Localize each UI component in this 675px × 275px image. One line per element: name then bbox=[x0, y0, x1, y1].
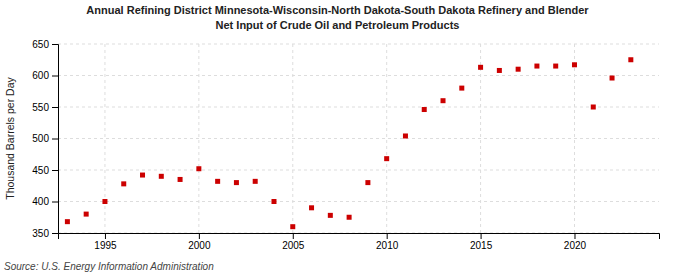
grid-line-x bbox=[104, 44, 105, 233]
point bbox=[271, 199, 276, 204]
point bbox=[253, 179, 258, 184]
x-tick: 2000 bbox=[188, 233, 211, 251]
x-tick-label: 2010 bbox=[376, 240, 399, 251]
x-tick-mark bbox=[574, 233, 575, 239]
x-tick: 2015 bbox=[470, 233, 493, 251]
y-axis-line bbox=[52, 45, 59, 234]
grid-line-y bbox=[58, 44, 659, 45]
y-tick-mark bbox=[52, 233, 58, 234]
y-tick-mark bbox=[52, 139, 58, 140]
x-tick-mark bbox=[105, 233, 106, 239]
y-tick: 400 bbox=[32, 196, 58, 207]
point bbox=[347, 215, 352, 220]
point bbox=[328, 213, 333, 218]
y-tick: 650 bbox=[32, 39, 58, 50]
point bbox=[384, 156, 389, 161]
chart: Annual Refining District Minnesota-Wisco… bbox=[0, 0, 675, 275]
x-tick-label: 2005 bbox=[282, 240, 305, 251]
point bbox=[478, 65, 483, 70]
point bbox=[534, 64, 539, 69]
grid-line-x bbox=[480, 44, 481, 233]
grid-line-y bbox=[58, 107, 659, 108]
x-tick-label: 2020 bbox=[564, 240, 587, 251]
x-tick-label: 2015 bbox=[470, 240, 493, 251]
x-tick-mark bbox=[481, 233, 482, 239]
point bbox=[441, 98, 446, 103]
x-tick: 2010 bbox=[376, 233, 399, 251]
point bbox=[628, 57, 633, 62]
point bbox=[516, 67, 521, 72]
y-tick: 350 bbox=[32, 228, 58, 239]
y-tick-mark bbox=[52, 76, 58, 77]
point bbox=[553, 64, 558, 69]
grid-line-y bbox=[58, 138, 659, 139]
y-tick-mark bbox=[52, 170, 58, 171]
point bbox=[422, 107, 427, 112]
x-tick-label: 1995 bbox=[94, 240, 117, 251]
point bbox=[65, 219, 70, 224]
point bbox=[159, 174, 164, 179]
points bbox=[65, 57, 633, 229]
point bbox=[121, 181, 126, 186]
x-tick: 1995 bbox=[94, 233, 117, 251]
grid-line-y bbox=[58, 75, 659, 76]
point bbox=[610, 76, 615, 81]
y-axis: 350 400 450 500 550 600 650 bbox=[32, 39, 58, 239]
subtitle: Net Input of Crude Oil and Petroleum Pro… bbox=[216, 19, 460, 31]
x-axis: 1995 2000 2005 2010 2015 2020 bbox=[59, 233, 660, 251]
grid bbox=[58, 44, 659, 233]
grid-line-x bbox=[386, 44, 387, 233]
point bbox=[309, 205, 314, 210]
point bbox=[234, 180, 239, 185]
x-axis-line bbox=[59, 234, 660, 240]
grid-line-x bbox=[198, 44, 199, 233]
point bbox=[102, 199, 107, 204]
y-tick-label: 600 bbox=[32, 70, 49, 81]
grid-line-y bbox=[58, 201, 659, 202]
x-tick-label: 2000 bbox=[188, 240, 211, 251]
point bbox=[459, 86, 464, 91]
y-tick: 600 bbox=[32, 70, 58, 81]
y-tick-label: 500 bbox=[32, 133, 49, 144]
grid-line-y bbox=[58, 170, 659, 171]
point bbox=[140, 173, 145, 178]
x-tick-mark bbox=[293, 233, 294, 239]
x-tick: 2005 bbox=[282, 233, 305, 251]
x-tick-mark bbox=[387, 233, 388, 239]
y-tick-label: 550 bbox=[32, 102, 49, 113]
point bbox=[591, 105, 596, 110]
title: Annual Refining District Minnesota-Wisco… bbox=[86, 4, 589, 16]
y-axis-title: Thousand Barrels per Day bbox=[4, 76, 16, 199]
grid-line-x bbox=[292, 44, 293, 233]
point bbox=[497, 68, 502, 73]
source: Source: U.S. Energy Information Administ… bbox=[4, 261, 214, 272]
x-tick: 2020 bbox=[564, 233, 587, 251]
y-tick: 450 bbox=[32, 165, 58, 176]
y-tick-label: 350 bbox=[32, 228, 49, 239]
y-tick-label: 400 bbox=[32, 196, 49, 207]
point bbox=[215, 179, 220, 184]
x-tick-mark bbox=[199, 233, 200, 239]
y-tick-mark bbox=[52, 44, 58, 45]
point bbox=[196, 166, 201, 171]
y-tick-label: 650 bbox=[32, 39, 49, 50]
point bbox=[572, 62, 577, 67]
point bbox=[178, 177, 183, 182]
point bbox=[365, 180, 370, 185]
point bbox=[403, 133, 408, 138]
y-tick-mark bbox=[52, 107, 58, 108]
y-tick: 500 bbox=[32, 133, 58, 144]
point bbox=[84, 212, 89, 217]
y-tick: 550 bbox=[32, 102, 58, 113]
y-tick-mark bbox=[52, 202, 58, 203]
point bbox=[290, 224, 295, 229]
grid-line-x bbox=[574, 44, 575, 233]
y-tick-label: 450 bbox=[32, 165, 49, 176]
